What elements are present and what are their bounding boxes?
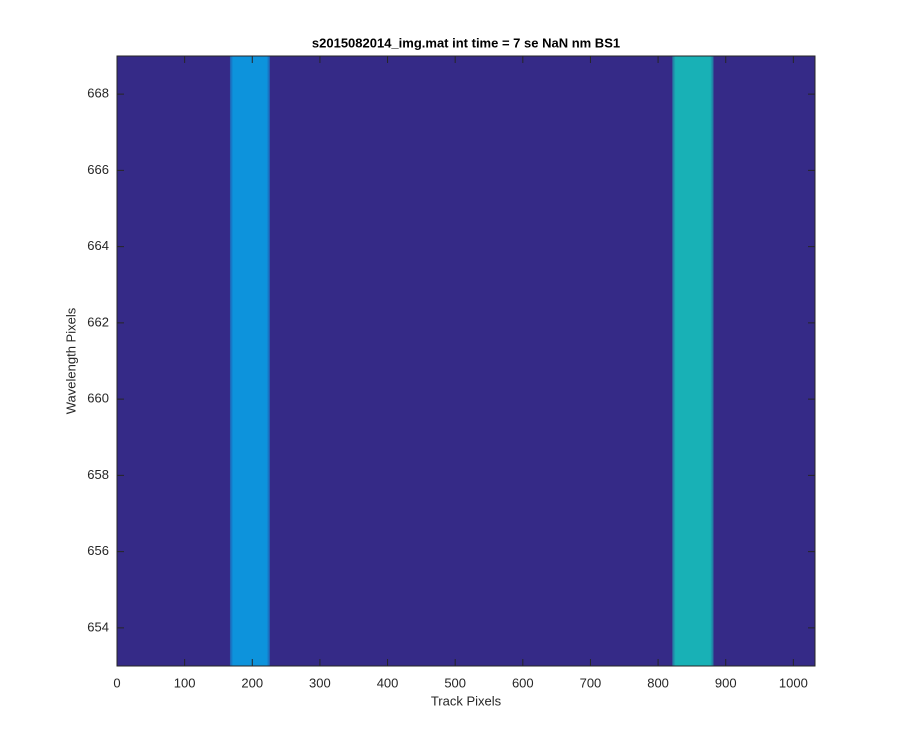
y-tick-label: 664 — [87, 238, 109, 253]
x-tick-label: 0 — [113, 675, 120, 690]
x-tick-label: 700 — [580, 675, 602, 690]
band — [672, 56, 714, 666]
y-tick-label: 666 — [87, 162, 109, 177]
x-tick-label: 900 — [715, 675, 737, 690]
x-tick-label: 1000 — [779, 675, 808, 690]
y-tick-label: 656 — [87, 543, 109, 558]
x-tick-label: 200 — [241, 675, 263, 690]
chart-title: s2015082014_img.mat int time = 7 se NaN … — [312, 35, 620, 50]
y-tick-label: 658 — [87, 467, 109, 482]
x-tick-label: 800 — [647, 675, 669, 690]
band — [229, 56, 270, 666]
x-tick-label: 100 — [174, 675, 196, 690]
y-tick-label: 668 — [87, 86, 109, 101]
y-tick-label: 662 — [87, 314, 109, 329]
x-tick-label: 600 — [512, 675, 534, 690]
x-axis-label: Track Pixels — [431, 693, 502, 708]
y-tick-label: 660 — [87, 391, 109, 406]
y-tick-label: 654 — [87, 619, 109, 634]
x-tick-label: 500 — [444, 675, 466, 690]
y-axis-label: Wavelength Pixels — [63, 307, 78, 414]
x-tick-label: 400 — [377, 675, 399, 690]
axes-box — [116, 55, 816, 667]
x-tick-label: 300 — [309, 675, 331, 690]
